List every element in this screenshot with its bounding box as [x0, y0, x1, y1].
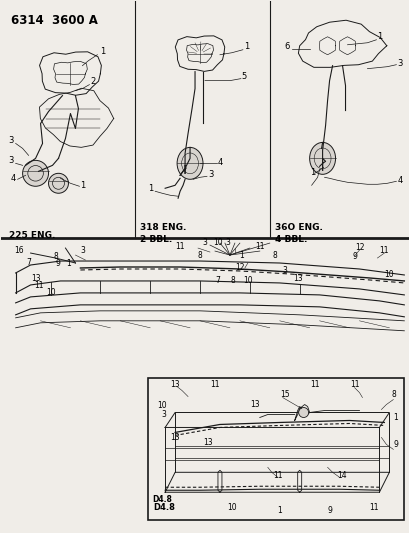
Text: 13: 13 — [292, 274, 302, 284]
Text: 10: 10 — [384, 270, 393, 279]
Text: 9: 9 — [393, 440, 398, 449]
Text: 6: 6 — [284, 42, 290, 51]
Text: 318 ENG.: 318 ENG. — [140, 223, 186, 232]
Text: 11: 11 — [272, 471, 282, 480]
Text: 11: 11 — [379, 246, 388, 255]
Text: 10: 10 — [45, 288, 55, 297]
Text: 3: 3 — [9, 136, 14, 146]
Text: 11: 11 — [34, 281, 43, 290]
Text: D4.8: D4.8 — [152, 495, 172, 504]
Ellipse shape — [177, 148, 202, 179]
Text: 1: 1 — [277, 506, 281, 515]
Text: 4: 4 — [396, 176, 402, 185]
Text: 8: 8 — [391, 390, 396, 399]
Text: 8: 8 — [230, 277, 235, 286]
Text: 11: 11 — [349, 380, 358, 389]
Text: 1: 1 — [309, 168, 314, 177]
Text: 4: 4 — [218, 158, 222, 167]
Text: 1: 1 — [80, 181, 85, 190]
Text: 7: 7 — [215, 277, 220, 286]
Text: 14: 14 — [336, 471, 346, 480]
Text: 3: 3 — [161, 410, 166, 419]
Text: 9: 9 — [351, 252, 356, 261]
Text: 1: 1 — [243, 42, 249, 51]
Text: 13: 13 — [31, 274, 40, 284]
Circle shape — [298, 408, 308, 417]
Text: 11: 11 — [254, 241, 264, 251]
Text: 3: 3 — [202, 238, 207, 247]
Text: 5: 5 — [241, 71, 247, 80]
Text: 1: 1 — [239, 251, 244, 260]
Text: 11: 11 — [175, 241, 184, 251]
Text: 4 BBL.: 4 BBL. — [274, 235, 306, 244]
Text: 2: 2 — [90, 77, 95, 86]
Text: 36O ENG.: 36O ENG. — [274, 223, 322, 232]
Text: 3: 3 — [207, 171, 213, 179]
Text: 16: 16 — [14, 246, 23, 255]
Text: 6314  3600 A: 6314 3600 A — [11, 14, 97, 27]
Text: 3: 3 — [282, 266, 286, 276]
Text: 10: 10 — [157, 401, 166, 410]
Text: 13: 13 — [203, 438, 212, 447]
Text: 13: 13 — [170, 433, 180, 442]
Text: 225 ENG.: 225 ENG. — [9, 231, 55, 240]
Text: 8: 8 — [197, 251, 202, 260]
Text: 7: 7 — [26, 257, 31, 266]
Text: 10: 10 — [227, 503, 236, 512]
Text: 13: 13 — [170, 380, 180, 389]
Text: 3: 3 — [396, 59, 402, 68]
Text: D4.8: D4.8 — [153, 503, 175, 512]
Text: 9: 9 — [55, 259, 60, 268]
Text: 11: 11 — [369, 503, 378, 512]
Text: 13: 13 — [249, 400, 259, 409]
Text: 2 BBL.: 2 BBL. — [140, 235, 172, 244]
Text: 15: 15 — [279, 390, 289, 399]
Text: 1: 1 — [377, 32, 382, 41]
Text: 1: 1 — [66, 259, 71, 268]
Bar — [148, 377, 403, 520]
Text: 9: 9 — [326, 506, 331, 515]
Circle shape — [22, 160, 48, 186]
Text: 12: 12 — [234, 263, 244, 272]
Text: 10: 10 — [213, 238, 222, 247]
Text: 3: 3 — [80, 246, 85, 255]
Text: 8: 8 — [53, 252, 58, 261]
Text: 11: 11 — [210, 380, 219, 389]
Text: 1: 1 — [148, 184, 153, 193]
Text: 12: 12 — [354, 243, 363, 252]
Ellipse shape — [309, 142, 335, 174]
Text: 8: 8 — [272, 251, 276, 260]
Text: 3: 3 — [9, 156, 14, 165]
Text: 10: 10 — [243, 277, 252, 286]
Text: 4: 4 — [11, 174, 16, 183]
Text: 1: 1 — [392, 413, 397, 422]
Circle shape — [48, 173, 68, 193]
Text: 3: 3 — [225, 238, 230, 247]
Text: 11: 11 — [309, 380, 319, 389]
Text: 1: 1 — [100, 47, 106, 56]
